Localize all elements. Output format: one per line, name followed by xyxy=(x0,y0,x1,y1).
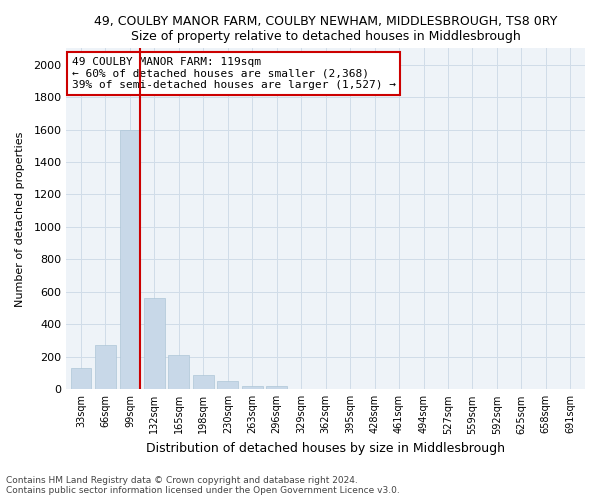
Bar xyxy=(71,368,91,390)
Title: 49, COULBY MANOR FARM, COULBY NEWHAM, MIDDLESBROUGH, TS8 0RY
Size of property re: 49, COULBY MANOR FARM, COULBY NEWHAM, MI… xyxy=(94,15,557,43)
Y-axis label: Number of detached properties: Number of detached properties xyxy=(15,131,25,306)
Bar xyxy=(95,346,116,390)
Bar xyxy=(169,355,189,390)
Bar xyxy=(119,130,140,390)
Bar xyxy=(217,381,238,390)
X-axis label: Distribution of detached houses by size in Middlesbrough: Distribution of detached houses by size … xyxy=(146,442,505,455)
Text: 49 COULBY MANOR FARM: 119sqm
← 60% of detached houses are smaller (2,368)
39% of: 49 COULBY MANOR FARM: 119sqm ← 60% of de… xyxy=(71,57,395,90)
Bar xyxy=(242,386,263,390)
Bar xyxy=(144,298,165,390)
Bar xyxy=(193,374,214,390)
Text: Contains HM Land Registry data © Crown copyright and database right 2024.
Contai: Contains HM Land Registry data © Crown c… xyxy=(6,476,400,495)
Bar xyxy=(266,386,287,390)
